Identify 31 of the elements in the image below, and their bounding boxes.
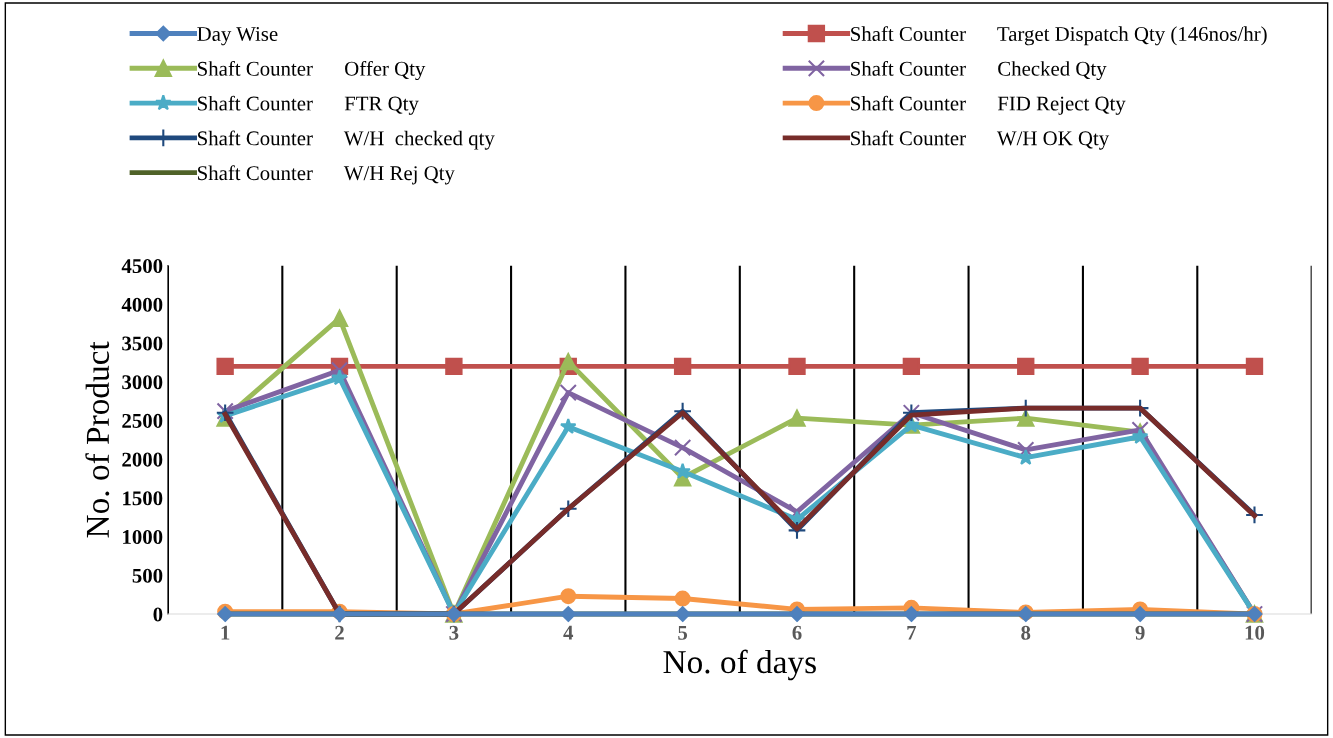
x-tick-label: 1	[221, 625, 230, 640]
x-tick-label: 6	[792, 625, 802, 640]
x-tick-label: 8	[1021, 625, 1031, 640]
y-tick-label: 4000	[121, 297, 163, 312]
legend-label: Shaft Counter W/H Rej Qty	[198, 165, 455, 185]
x-tick-label: 10	[1245, 625, 1265, 640]
x-tick-label: 7	[907, 625, 917, 640]
y-tick-label: 3500	[122, 336, 163, 351]
x-tick-label: 3	[449, 625, 459, 640]
y-axis-title: No. of Product	[85, 341, 110, 538]
legend-label: Shaft Counter Checked Qty	[851, 60, 1107, 81]
legend-label: Shaft Counter Target Dispatch Qty (146nos/hr)	[851, 26, 1267, 46]
legend-label: Day Wise	[197, 27, 278, 46]
x-tick-label: 4	[563, 625, 574, 640]
legend-label: Shaft Counter W/H OK Qty	[851, 130, 1110, 150]
legend-label: Shaft Counter Offer Qty	[198, 60, 426, 81]
x-tick-label: 2	[335, 625, 344, 640]
x-axis-title: No. of days	[663, 649, 816, 681]
y-tick-label: 0	[153, 607, 163, 622]
x-tick-label: 5	[678, 625, 688, 640]
y-tick-label: 3000	[122, 375, 163, 390]
y-tick-label: 2500	[122, 413, 163, 428]
y-tick-label: 2000	[122, 452, 163, 467]
y-tick-label: 1000	[123, 529, 163, 545]
y-tick-label: 4500	[121, 259, 163, 274]
y-tick-label: 500	[132, 568, 163, 583]
legend-label: Shaft Counter FTR Qty	[198, 95, 419, 115]
legend-label: Shaft Counter W/H checked qty	[198, 130, 495, 150]
y-tick-label: 1500	[123, 491, 163, 506]
legend-label: Shaft Counter FID Reject Qty	[851, 95, 1126, 115]
x-tick-label: 9	[1135, 625, 1145, 640]
